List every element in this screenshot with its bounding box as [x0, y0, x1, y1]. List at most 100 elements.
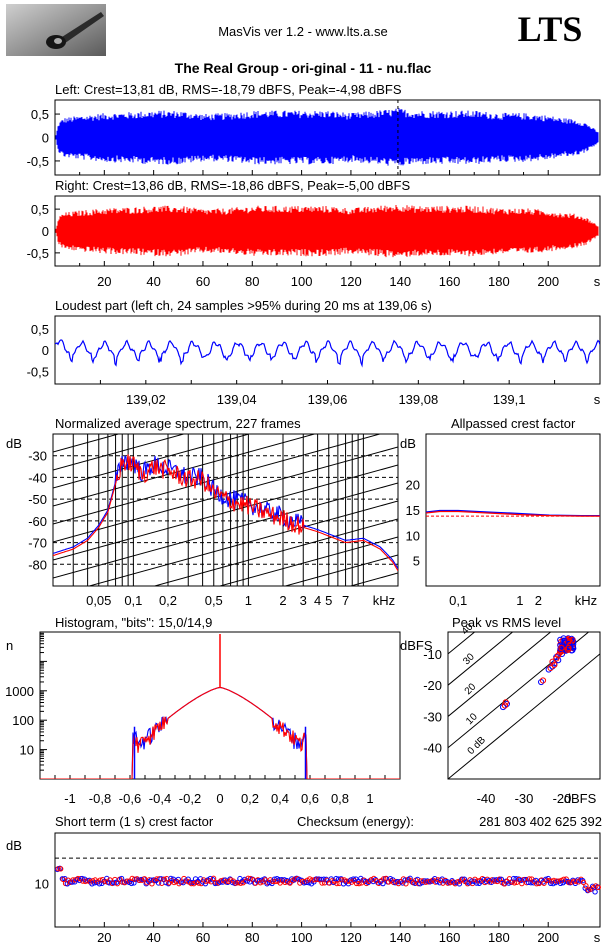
crest-point [525, 879, 532, 886]
x-unit-label: s [594, 274, 601, 289]
x-tick-label: 2 [279, 593, 286, 608]
y-tick-label: -0,5 [27, 154, 49, 169]
crest-point [407, 875, 413, 882]
slope-line [53, 434, 382, 525]
crest-point [456, 881, 463, 887]
scatter-point [539, 677, 547, 684]
diagonal-label: 20 [463, 681, 479, 697]
scatter-point [557, 645, 564, 653]
scatter-point [553, 655, 560, 662]
y-tick-label: 100 [12, 713, 34, 728]
scatter-point [549, 663, 556, 670]
scatter-point [555, 652, 562, 659]
scatter-point [502, 699, 509, 706]
x-tick-label: 139,08 [398, 392, 438, 407]
x-unit-label: kHz [373, 593, 395, 608]
track-title: The Real Group - ori-ginal - 11 - nu.fla… [174, 60, 432, 76]
slope-line [53, 464, 398, 561]
crest-point [212, 880, 218, 887]
y-tick-label: -20 [423, 678, 442, 693]
x-tick-label: -20 [553, 791, 572, 806]
crest-point [583, 883, 589, 889]
crest-point [338, 876, 344, 882]
crest-point [111, 880, 117, 886]
spectrum-trace [53, 454, 398, 572]
crest-point [165, 880, 172, 887]
panel-title: Normalized average spectrum, 227 frames [55, 416, 301, 431]
x-tick-label: 0,2 [241, 791, 259, 806]
x-tick-label: 100 [291, 274, 313, 289]
x-tick-label: 0,05 [86, 593, 111, 608]
crest-point [528, 880, 534, 886]
scatter-point [561, 646, 568, 653]
panel-title: Peak vs RMS level [452, 615, 561, 630]
x-tick-label: 200 [537, 274, 559, 289]
x-tick-label: 140 [389, 930, 411, 945]
crest-point [321, 876, 327, 882]
crest-point [128, 880, 135, 887]
x-tick-label: 2 [535, 593, 542, 608]
crest-diagonal [448, 653, 600, 779]
scatter-point [547, 664, 554, 672]
y-tick-label: -80 [28, 557, 47, 572]
x-unit-label: dBFS [564, 791, 597, 806]
x-tick-label: 120 [340, 930, 362, 945]
scatter-point [561, 639, 568, 646]
crest-point [557, 880, 564, 887]
histogram-trace [40, 686, 400, 779]
x-tick-label: 200 [537, 930, 559, 945]
y-axis-label: dB [6, 436, 22, 451]
x-tick-label: -0,2 [179, 791, 201, 806]
x-tick-label: 0,4 [271, 791, 289, 806]
x-tick-label: 139,1 [493, 392, 526, 407]
slope-line [53, 434, 317, 507]
crest-point [518, 877, 524, 884]
x-tick-label: 140 [389, 274, 411, 289]
panel-title: Loudest part (left ch, 24 samples >95% d… [55, 298, 432, 313]
y-tick-label: -60 [28, 514, 47, 529]
slope-line [53, 434, 186, 471]
x-tick-label: -1 [64, 791, 76, 806]
y-tick-label: -70 [28, 536, 47, 551]
histogram-trace [40, 686, 400, 779]
x-tick-label: 1 [366, 791, 373, 806]
slope-line [53, 482, 398, 579]
crest-point [595, 884, 601, 891]
x-tick-label: 4 [314, 593, 321, 608]
x-tick-label: 1 [245, 593, 252, 608]
crest-point [412, 880, 418, 886]
x-tick-label: -30 [515, 791, 534, 806]
y-tick-label: 10 [20, 743, 34, 758]
diagonal-label: 30 [461, 651, 477, 667]
scatter-point [545, 666, 552, 673]
y-tick-label: 0,5 [31, 322, 49, 337]
y-tick-label: -50 [28, 492, 47, 507]
crest-point [57, 866, 64, 872]
brand-logo: LTS [517, 9, 583, 49]
crest-point [104, 875, 110, 882]
waveform-trace [55, 108, 599, 166]
slope-line [53, 434, 251, 489]
diagonal-label: 10 [464, 711, 480, 727]
y-tick-label: 0,5 [31, 202, 49, 217]
x-unit-label: s [594, 930, 601, 945]
crest-point [402, 877, 408, 883]
x-tick-label: 1 [516, 593, 523, 608]
panel-frame [425, 433, 601, 587]
y-tick-label: -0,5 [27, 246, 49, 261]
x-tick-label: 40 [146, 274, 160, 289]
crest-point [334, 880, 340, 887]
y-tick-label: 0 [42, 131, 49, 146]
crest-point [323, 876, 329, 883]
scatter-point [558, 644, 565, 652]
y-tick-label: 20 [406, 478, 420, 493]
x-unit-label: kHz [575, 593, 597, 608]
panel-frame [447, 631, 601, 780]
crest-point [148, 877, 154, 883]
x-tick-label: 7 [342, 593, 349, 608]
crest-point [202, 880, 209, 887]
y-tick-label: 10 [35, 876, 49, 891]
crest-point [333, 875, 339, 882]
y-axis-label: dBFS [400, 638, 433, 653]
